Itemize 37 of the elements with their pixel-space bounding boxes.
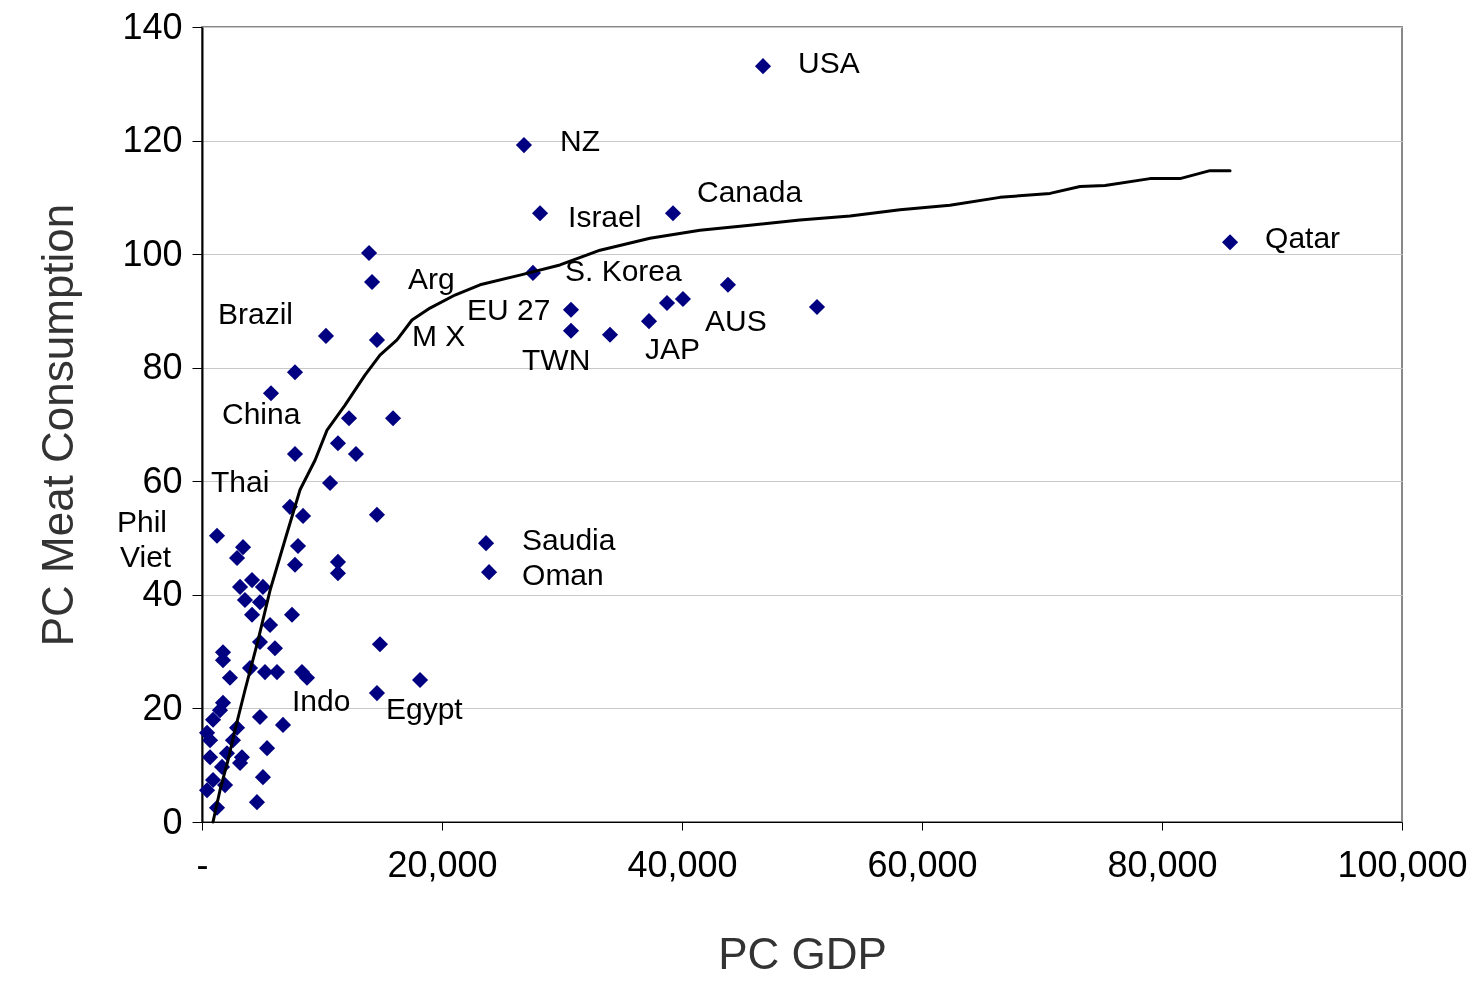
annotation: M X (411, 318, 466, 352)
annotation: Qatar (1265, 221, 1341, 255)
y-tick-label: 140 (122, 5, 183, 47)
x-axis-title: PC GDP (718, 928, 887, 978)
annotation: AUS (704, 304, 767, 337)
x-tick-label: 80,000 (1107, 843, 1218, 885)
annotation: Oman (522, 558, 604, 592)
x-tick-label: 20,000 (387, 843, 498, 885)
x-tick-label: 100,000 (1337, 843, 1468, 885)
annotation: Viet (120, 539, 172, 573)
annotation: JAP (645, 332, 701, 366)
y-tick-label: 80 (142, 346, 183, 388)
y-tick-label: 120 (122, 119, 183, 161)
y-tick-label: 60 (142, 459, 183, 501)
annotation: Phil (117, 504, 168, 538)
y-tick-label: 20 (142, 686, 183, 728)
annotation: China (222, 397, 301, 431)
annotation: Indo (291, 684, 351, 718)
annotation: EU 27 (467, 292, 551, 326)
annotation: Brazil (217, 296, 293, 330)
annotation: Canada (697, 175, 803, 209)
annotation: NZ (559, 124, 600, 158)
annotation: USA (798, 46, 860, 80)
x-tick-label: 60,000 (867, 843, 978, 885)
y-tick-label: 100 (122, 232, 183, 274)
annotation: Egypt (385, 692, 464, 726)
annotation: S. Korea (564, 253, 683, 287)
x-tick-label: 40,000 (627, 843, 738, 885)
annotation: Arg (408, 261, 455, 295)
annotation: Israel (568, 200, 642, 234)
annotation: Thai (210, 464, 270, 498)
annotation: TWN (522, 342, 591, 376)
y-tick-label: 0 (162, 800, 183, 842)
y-axis-title: PC Meat Consumption (33, 203, 83, 647)
y-tick-label: 40 (142, 573, 183, 615)
annotation: Saudia (522, 523, 616, 557)
x-tick-label: - (196, 843, 209, 885)
